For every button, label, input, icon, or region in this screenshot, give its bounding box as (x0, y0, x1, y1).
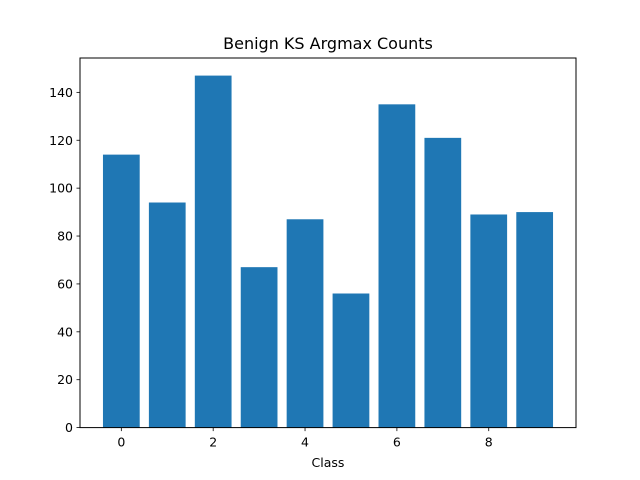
bar-class-6 (378, 104, 416, 428)
y-tick-label: 120 (49, 133, 73, 148)
bars-group (102, 75, 554, 428)
y-tick-label: 140 (49, 85, 73, 100)
y-axis: 0 20 40 60 80 100 120 140 (49, 85, 80, 435)
x-tick-label: 4 (301, 435, 309, 450)
x-tick-label: 6 (393, 435, 401, 450)
x-tick-label: 2 (209, 435, 217, 450)
x-axis: 0 2 4 6 8 (117, 427, 493, 450)
bar-class-2 (194, 75, 232, 428)
bar-class-0 (102, 154, 140, 428)
y-tick-label: 0 (65, 420, 73, 435)
y-tick-label: 60 (57, 276, 73, 291)
y-tick-label: 100 (49, 181, 73, 196)
x-axis-label: Class (312, 455, 345, 470)
bar-class-8 (470, 214, 508, 428)
y-tick-label: 80 (57, 229, 73, 244)
bar-class-4 (286, 219, 324, 428)
plot-frame (79, 57, 577, 429)
bar-class-9 (516, 212, 554, 428)
bar-class-3 (240, 267, 278, 428)
bar-class-5 (332, 293, 370, 428)
y-tick-label: 20 (57, 372, 73, 387)
bar-class-7 (424, 137, 462, 428)
x-tick-label: 0 (117, 435, 125, 450)
y-tick-label: 40 (57, 324, 73, 339)
x-tick-label: 8 (485, 435, 493, 450)
bar-class-1 (148, 202, 186, 428)
chart-title: Benign KS Argmax Counts (223, 34, 433, 53)
